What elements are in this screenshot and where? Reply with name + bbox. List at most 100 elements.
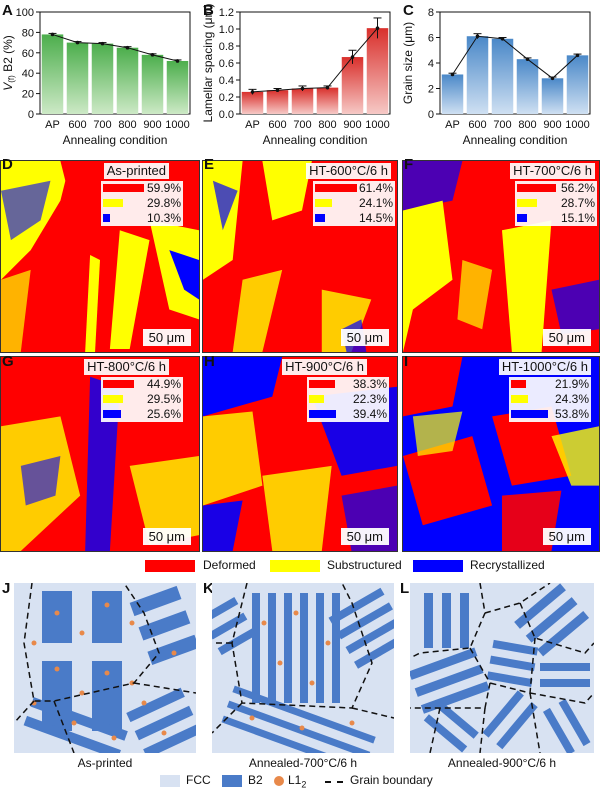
panel-label-l: L xyxy=(400,580,410,597)
x-tick-label: 900 xyxy=(543,119,561,131)
panel-label-c: C xyxy=(403,2,414,19)
fraction-row-substructured: 24.1% xyxy=(313,196,395,211)
fraction-row-recrystallized: 14.5% xyxy=(313,211,395,226)
legend-label-recrystallized: Recrystallized xyxy=(470,558,545,572)
legend-label-l12-sub: 2 xyxy=(301,779,307,790)
fraction-box: 44.9% 29.5% 25.6% xyxy=(101,377,183,422)
bar xyxy=(41,34,64,114)
fraction-row-substructured: 29.5% xyxy=(101,392,183,407)
fraction-bar-substructured xyxy=(511,395,528,403)
data-point xyxy=(550,76,555,81)
map-as-printed: As-printed 59.9% 29.8% 10.3% 50 μm xyxy=(0,160,200,353)
fraction-box: 38.3% 22.3% 39.4% xyxy=(307,377,389,422)
bar xyxy=(341,57,364,114)
bar xyxy=(441,74,464,114)
legend-swatch-l12 xyxy=(274,776,284,786)
schematic-caption-l: Annealed-900°C/6 h xyxy=(447,756,557,770)
trend-line xyxy=(52,33,178,62)
y-tick-label: 0 xyxy=(428,109,434,121)
fraction-value: 38.3% xyxy=(352,377,387,391)
bar xyxy=(366,28,389,114)
fraction-row-deformed: 21.9% xyxy=(509,377,591,392)
fraction-row-recrystallized: 53.8% xyxy=(509,407,591,422)
fraction-value: 24.1% xyxy=(358,196,393,210)
fraction-box: 56.2% 28.7% 15.1% xyxy=(515,181,597,226)
chart-grain-size: 0 2 4 6 8 AP 600 700 800 900 1000 Annealing conditi… xyxy=(401,7,591,147)
fraction-value: 10.3% xyxy=(146,211,181,225)
x-tick-label: AP xyxy=(45,119,60,131)
data-point xyxy=(50,32,55,37)
scale-bar: 50 μm xyxy=(542,528,591,545)
map-title: HT-800°C/6 h xyxy=(84,359,169,375)
panel-label-g: G xyxy=(2,353,14,370)
fraction-value: 21.9% xyxy=(554,377,589,391)
legend-label-l12-main: L1 xyxy=(288,773,302,787)
x-tick-label: 700 xyxy=(293,119,311,131)
trend-line xyxy=(252,27,378,93)
map-title: HT-900°C/6 h xyxy=(282,359,367,375)
y-tick-label: 0.0 xyxy=(219,109,234,121)
scale-bar: 50 μm xyxy=(142,329,191,346)
bar xyxy=(266,90,289,114)
data-point xyxy=(250,90,255,94)
data-point xyxy=(300,86,305,91)
x-tick-label: 900 xyxy=(143,119,161,131)
fraction-value: 14.5% xyxy=(358,211,393,225)
fraction-row-deformed: 61.4% xyxy=(313,181,395,196)
data-point xyxy=(475,34,480,39)
fraction-row-substructured: 28.7% xyxy=(515,196,597,211)
x-axis-label: Annealing condition xyxy=(263,133,368,147)
panel-label-d: D xyxy=(2,156,13,173)
x-tick-label: 1000 xyxy=(565,119,589,131)
x-tick-label: 1000 xyxy=(165,119,189,131)
data-point xyxy=(350,55,355,59)
y-tick-label: 0.2 xyxy=(219,92,234,104)
fraction-row-deformed: 38.3% xyxy=(307,377,389,392)
schematic-annealed-700 xyxy=(212,583,394,753)
fraction-bar-deformed xyxy=(511,380,526,388)
x-axis-label: Annealing condition xyxy=(463,133,568,147)
fraction-bar-substructured xyxy=(103,199,123,207)
x-tick-label: 600 xyxy=(268,119,286,131)
legend-label-fcc: FCC xyxy=(186,773,211,787)
data-point xyxy=(575,53,580,58)
fraction-value: 56.2% xyxy=(560,181,595,195)
legend-swatch-grain-boundary xyxy=(325,781,343,783)
x-tick-label: 800 xyxy=(118,119,136,131)
fraction-value: 29.5% xyxy=(146,392,181,406)
fraction-bar-recrystallized xyxy=(517,214,527,222)
fraction-bar-recrystallized xyxy=(103,410,121,418)
bar xyxy=(291,88,314,114)
phase-legend: FCC B2 L12 Grain boundary xyxy=(160,773,600,791)
fraction-value: 15.1% xyxy=(560,211,595,225)
y-tick-label: 40 xyxy=(22,68,34,80)
fraction-bar-deformed xyxy=(103,184,144,192)
x-tick-label: 800 xyxy=(318,119,336,131)
x-tick-label: AP xyxy=(245,119,260,131)
data-point xyxy=(125,45,130,50)
y-tick-label: 60 xyxy=(22,48,34,60)
y-tick-label: 80 xyxy=(22,27,34,39)
legend-swatch-b2 xyxy=(222,775,242,787)
x-tick-label: AP xyxy=(445,119,460,131)
legend-swatch-substructured xyxy=(270,560,320,572)
fraction-value: 25.6% xyxy=(146,407,181,421)
y-tick-label: 100 xyxy=(16,7,34,19)
data-point xyxy=(375,26,380,30)
bar xyxy=(166,60,189,114)
plot-frame xyxy=(39,11,191,115)
bar xyxy=(491,38,514,114)
fraction-bar-recrystallized xyxy=(309,410,336,418)
panel-label-i: I xyxy=(404,353,409,370)
panel-label-b: B xyxy=(203,2,214,19)
schematic-caption-j: As-printed xyxy=(77,756,133,770)
panel-label-k: K xyxy=(203,580,214,597)
fraction-bar-deformed xyxy=(315,184,357,192)
y-axis-label: Grain size (μm) xyxy=(401,22,415,104)
data-point xyxy=(325,85,330,90)
y-tick-label: 0 xyxy=(28,109,34,121)
x-tick-label: 700 xyxy=(493,119,511,131)
data-point xyxy=(100,41,105,46)
x-axis-label: Annealing condition xyxy=(63,133,168,147)
data-point xyxy=(150,53,155,57)
